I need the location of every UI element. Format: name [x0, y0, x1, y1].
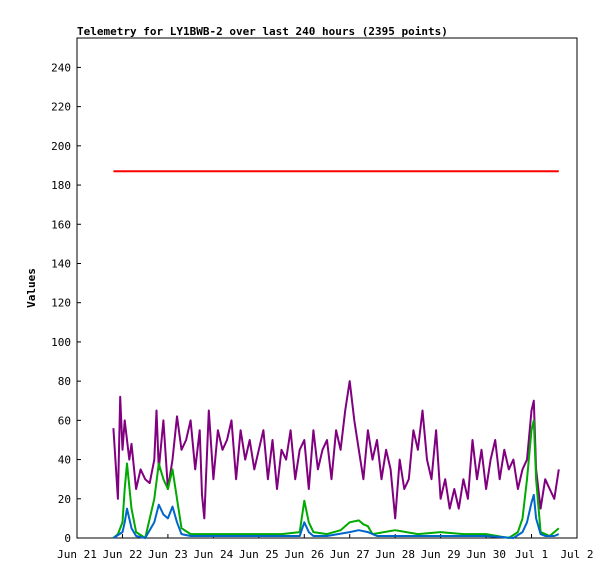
- x-tick-label: Jun 22: [103, 548, 143, 561]
- y-tick-label: 220: [51, 101, 71, 114]
- y-axis: 0 20 40 60 80 100 120 140 160 180 200 220 240: [51, 61, 81, 545]
- y-tick-label: 120: [51, 297, 71, 310]
- x-tick-label: Jun 26: [284, 548, 324, 561]
- x-tick-label: Jun 23: [148, 548, 188, 561]
- y-tick-label: 200: [51, 140, 71, 153]
- y-tick-label: 40: [58, 454, 71, 467]
- x-tick-label: Jun 27: [330, 548, 370, 561]
- series-line-3: [112, 493, 560, 539]
- y-tick-label: 100: [51, 336, 71, 349]
- x-tick-label: Jun 24: [193, 548, 233, 561]
- plot-frame: [76, 37, 578, 539]
- x-tick-label: Jul 2: [560, 548, 593, 561]
- y-tick-label: 160: [51, 218, 71, 231]
- y-axis-label: Values: [25, 268, 38, 308]
- x-tick-label: Jul 1: [515, 548, 548, 561]
- x-tick-label: Jun 29: [421, 548, 461, 561]
- y-tick-label: 20: [58, 493, 71, 506]
- series-layer: [112, 170, 560, 539]
- y-tick-label: 0: [64, 532, 71, 545]
- x-tick-label: Jun 30: [466, 548, 506, 561]
- plot-area: [76, 37, 578, 539]
- series-line-1: [112, 380, 560, 520]
- y-tick-label: 60: [58, 414, 71, 427]
- x-tick-label: Jun 25: [239, 548, 279, 561]
- chart-title: Telemetry for LY1BWB-2 over last 240 hou…: [77, 25, 448, 38]
- y-tick-label: 140: [51, 257, 71, 270]
- x-axis: Jun 21 Jun 22 Jun 23 Jun 24 Jun 25 Jun 26 Jun …: [57, 534, 594, 561]
- series-line-2: [112, 419, 560, 539]
- y-tick-label: 240: [51, 61, 71, 74]
- y-tick-label: 80: [58, 375, 71, 388]
- x-tick-label: Jun 28: [375, 548, 415, 561]
- x-tick-label: Jun 21: [57, 548, 97, 561]
- y-tick-label: 180: [51, 179, 71, 192]
